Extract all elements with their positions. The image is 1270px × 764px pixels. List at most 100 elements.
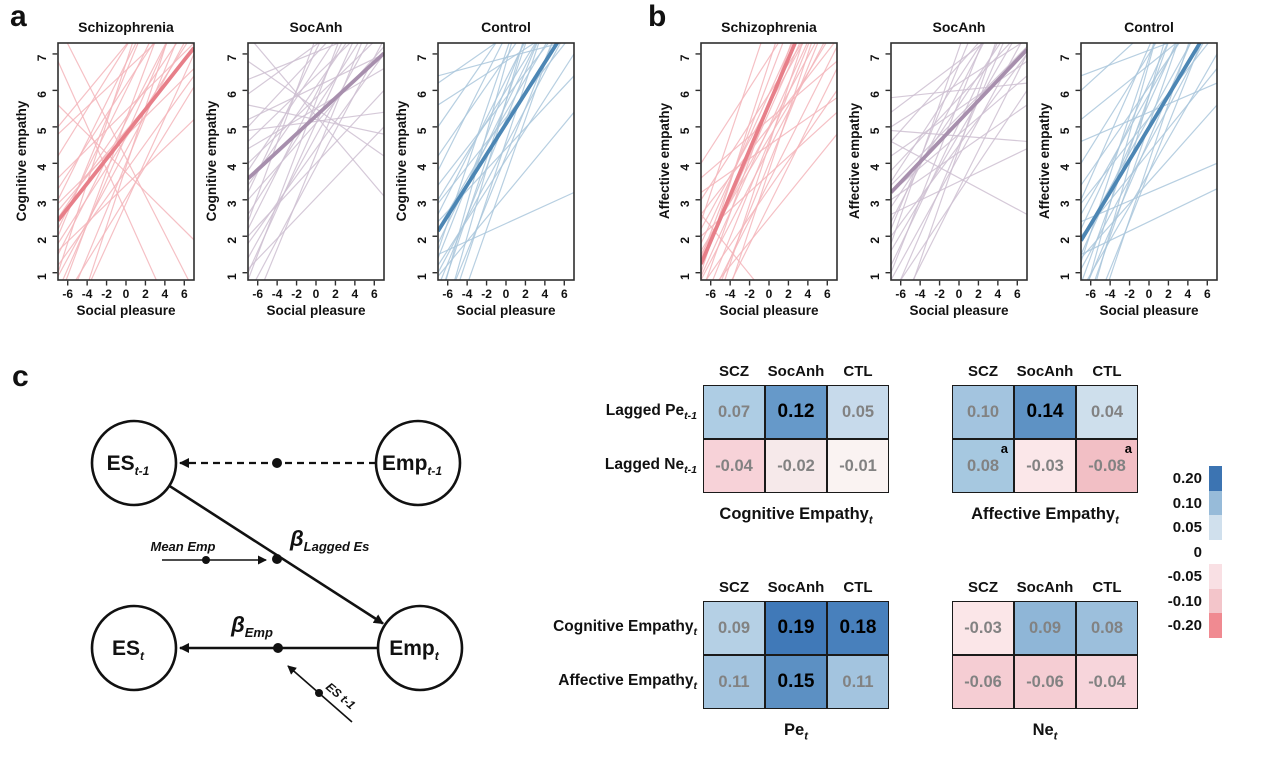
path-dot: [273, 643, 283, 653]
heatmap-cognitive-cell: 0.07: [703, 385, 765, 439]
heatmap-cell-value: 0.08: [1090, 618, 1124, 637]
heatmap-cognitive-cell: -0.04: [703, 439, 765, 493]
x-axis-title: Social pleasure: [76, 303, 176, 318]
individual-line: [1081, 162, 1217, 223]
chart-lines: [248, 43, 384, 280]
individual-line: [1088, 43, 1156, 280]
x-axis-title: Social pleasure: [1099, 303, 1199, 318]
individual-line: [438, 43, 537, 201]
individual-line: [58, 43, 167, 255]
heatmap-ne-column-header: SocAnh: [1016, 579, 1074, 596]
y-tick-label: 5: [1058, 127, 1072, 134]
individual-line: [58, 43, 185, 277]
individual-line: [438, 43, 567, 204]
individual-line: [1081, 43, 1180, 186]
individual-line: [899, 43, 1004, 280]
heatmap-affective-cell: -0.08 a: [1076, 439, 1138, 493]
y-tick-label: 1: [415, 273, 429, 280]
x-tick-label: 0: [766, 287, 773, 301]
x-tick-label: 4: [995, 287, 1002, 301]
chart-lines: [891, 43, 1027, 280]
x-tick-label: -2: [291, 287, 302, 301]
y-tick-label: 2: [1058, 237, 1072, 244]
x-tick-label: -4: [82, 287, 93, 301]
y-tick-label: 7: [35, 54, 49, 61]
x-tick-label: 6: [561, 287, 568, 301]
y-tick-label: 4: [678, 164, 692, 171]
individual-line: [1081, 43, 1152, 201]
individual-line: [438, 191, 574, 256]
legend-entry: -0.10: [1152, 588, 1222, 614]
panel-a-label: a: [10, 0, 27, 33]
individual-line: [701, 43, 808, 277]
heatmap-ne-column-header: SCZ: [968, 579, 998, 596]
x-tick-label: 6: [1014, 287, 1021, 301]
individual-line: [1081, 43, 1155, 262]
heatmap-cognitive-column-header: CTL: [843, 363, 873, 380]
y-tick-label: 7: [415, 54, 429, 61]
y-tick-label: 6: [868, 91, 882, 98]
heatmap-cell-value: 0.19: [777, 617, 815, 638]
plot-box: [890, 42, 1028, 281]
y-axis-title: Affective empathy: [657, 102, 672, 219]
individual-line: [438, 43, 503, 171]
x-tick-label: -2: [481, 287, 492, 301]
significance-superscript: a: [1000, 441, 1008, 456]
individual-line: [255, 43, 383, 280]
legend-label: 0.20: [1172, 470, 1202, 487]
legend-entry: 0.05: [1152, 515, 1222, 540]
heatmap-cell-value: -0.02: [777, 456, 815, 475]
individual-line: [58, 75, 194, 266]
individual-line: [701, 43, 825, 280]
legend-entry: -0.20: [1152, 613, 1222, 638]
x-tick-label: 4: [542, 287, 549, 301]
individual-line: [58, 60, 157, 280]
beta-emp-label: βEmp: [230, 612, 273, 640]
y-tick-label: 6: [678, 91, 692, 98]
chart-lines: [701, 43, 837, 280]
y-tick-label: 2: [678, 237, 692, 244]
y-axis-title: Cognitive empathy: [14, 100, 29, 221]
heatmap-affective-cell: 0.14: [1014, 385, 1076, 439]
legend-swatch: [1209, 540, 1222, 565]
x-tick-label: -6: [1085, 287, 1096, 301]
heatmap-affective-column-header: SCZ: [968, 363, 998, 380]
heatmap-pe-cell: 0.18: [827, 601, 889, 655]
y-tick-label: 5: [678, 127, 692, 134]
x-tick-label: 0: [1146, 287, 1153, 301]
individual-line: [248, 43, 339, 280]
plot-box: [700, 42, 838, 281]
heatmap-pe-cell: 0.19: [765, 601, 827, 655]
node-label-emp-now: Empt: [389, 637, 440, 663]
x-axis-title: Social pleasure: [266, 303, 366, 318]
individual-line: [731, 43, 813, 280]
y-tick-label: 1: [225, 273, 239, 280]
individual-line: [721, 43, 819, 280]
y-tick-label: 3: [1058, 200, 1072, 207]
individual-line: [701, 43, 780, 164]
plot-box: [1080, 42, 1218, 281]
heatmap-affective-column-header: CTL: [1092, 363, 1122, 380]
individual-line: [701, 213, 755, 280]
y-tick-label: 5: [35, 127, 49, 134]
individual-line: [58, 43, 129, 157]
individual-line: [891, 43, 1013, 252]
individual-line: [701, 111, 837, 237]
y-tick-label: 2: [225, 237, 239, 244]
chart-title: Control: [1124, 19, 1174, 35]
individual-line: [438, 43, 526, 215]
y-tick-label: 2: [35, 237, 49, 244]
x-tick-label: -6: [895, 287, 906, 301]
heatmap-cell-value: 0.04: [1090, 402, 1124, 421]
legend-label: 0.05: [1172, 519, 1202, 536]
legend-entry: 0.20: [1152, 466, 1222, 491]
y-tick-label: 7: [225, 54, 239, 61]
y-tick-label: 6: [35, 91, 49, 98]
x-tick-label: 6: [181, 287, 188, 301]
individual-line: [701, 43, 777, 273]
panel-b-charts: -6 -4 -2 0 2 4 6 1 2 3 4 5 6 7 Schizophrenia Social ple…: [655, 18, 1225, 320]
legend-label: 0: [1193, 543, 1202, 561]
